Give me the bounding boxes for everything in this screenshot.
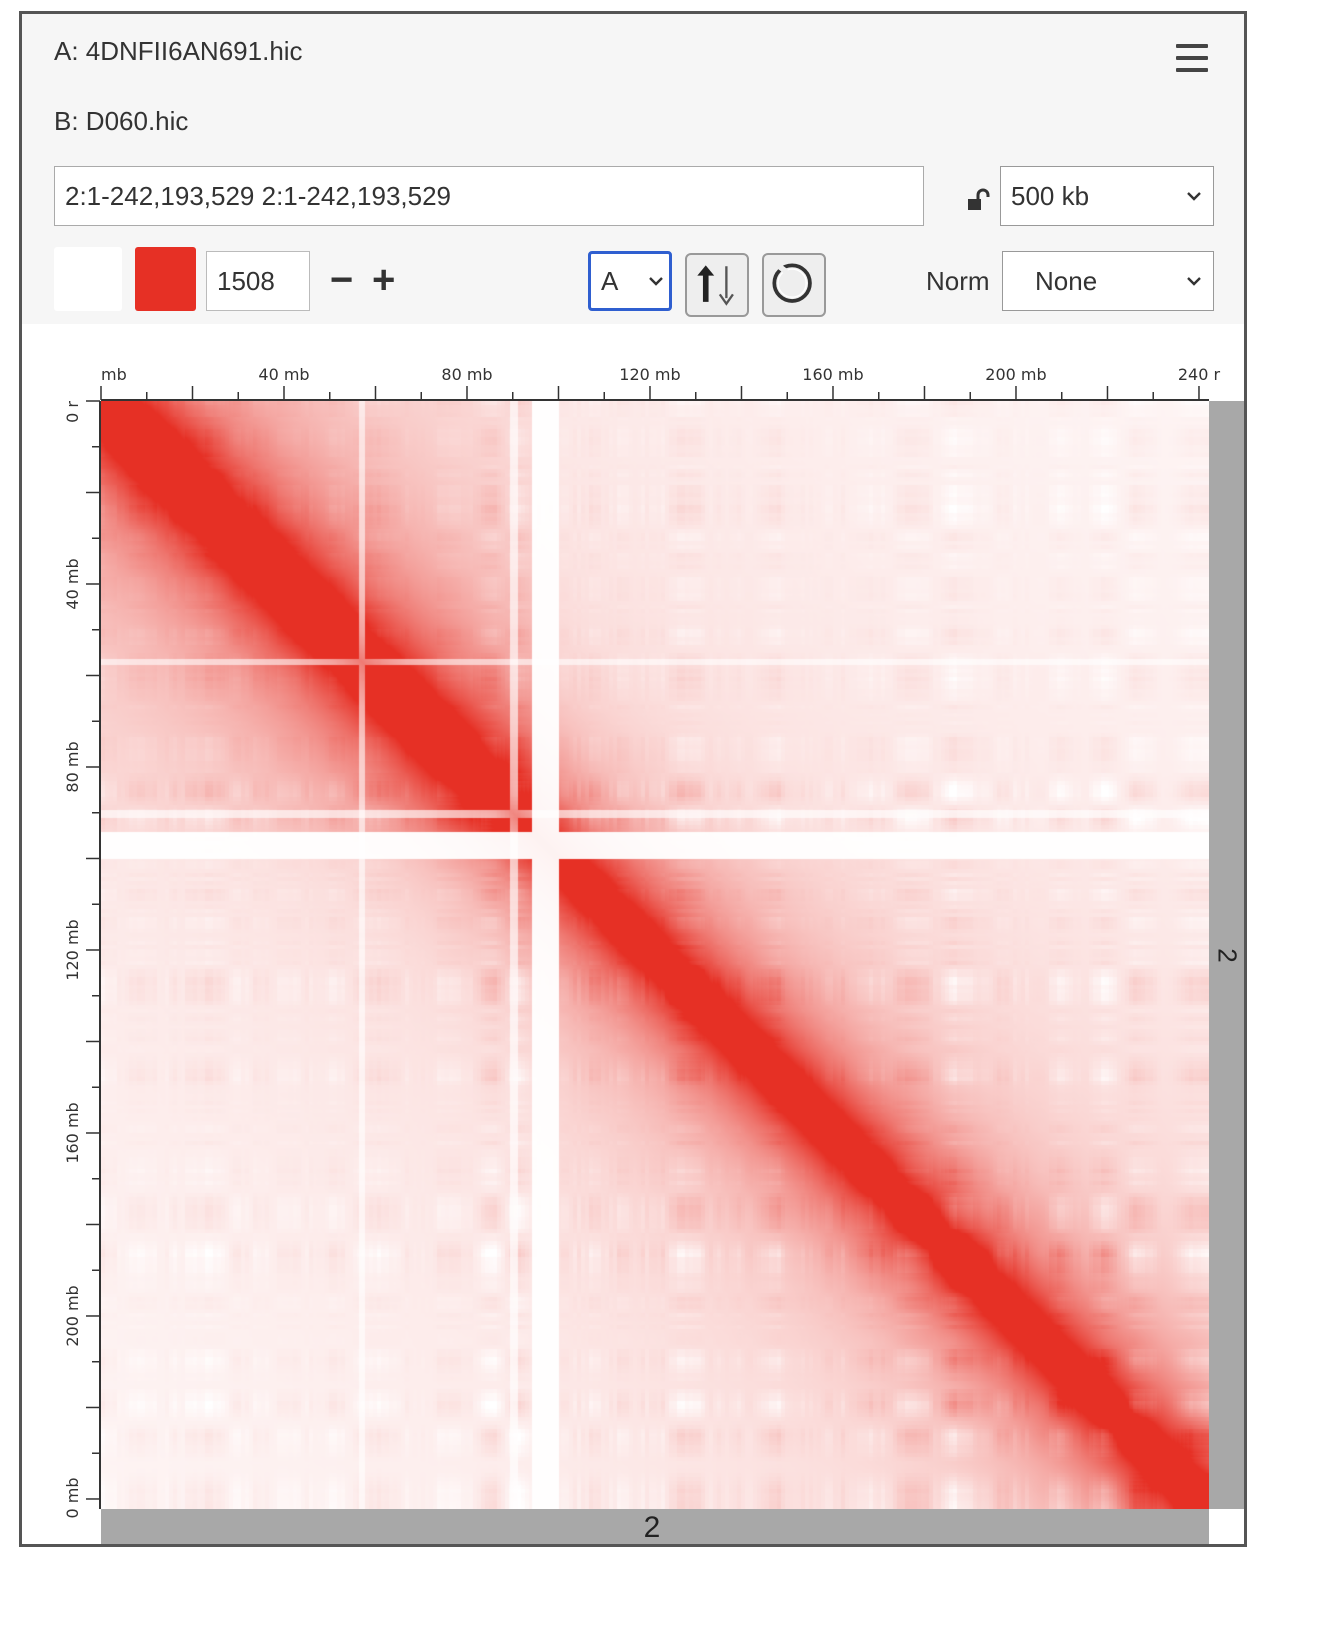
- norm-value: None: [1035, 266, 1098, 296]
- refresh-icon: [772, 263, 812, 303]
- y-tick-label: 0 mb: [63, 1477, 82, 1518]
- increase-button[interactable]: +: [372, 258, 396, 302]
- color-scale-input[interactable]: 1508: [206, 251, 310, 311]
- resolution-value: 500 kb: [1011, 181, 1090, 211]
- y-tick-label: 200 mb: [63, 1285, 82, 1346]
- left-ruler: 0 r 40 mb 80 mb 120 mb 160 mb 200 mb 0 mb: [63, 400, 101, 1519]
- x-tick-label: mb: [101, 365, 127, 384]
- refresh-button[interactable]: [762, 253, 826, 317]
- y-tick-label: 0 r: [63, 401, 82, 423]
- swap-button[interactable]: [685, 253, 749, 317]
- chromosome-label-y: 2: [1212, 948, 1243, 963]
- norm-label: Norm: [926, 266, 990, 296]
- control-panel: A: 4DNFII6AN691.hic B: D060.hic 2:1-242,…: [22, 14, 1244, 324]
- x-tick-label: 120 mb: [619, 365, 680, 384]
- display-mode-select[interactable]: A: [588, 251, 672, 311]
- top-ruler: mb 40 mb 80 mb 120 mb 160 mb 200 mb 240 r: [100, 365, 1221, 401]
- swap-arrows-icon: [697, 265, 734, 306]
- dataset-a-label: A: 4DNFII6AN691.hic: [54, 36, 303, 66]
- display-mode-value: A: [601, 266, 619, 296]
- hic-browser: A: 4DNFII6AN691.hic B: D060.hic 2:1-242,…: [19, 11, 1247, 1547]
- chevron-down-icon: [1187, 192, 1201, 201]
- x-tick-label: 40 mb: [258, 365, 309, 384]
- menu-icon[interactable]: [1176, 44, 1210, 72]
- x-tick-label: 200 mb: [985, 365, 1046, 384]
- norm-select[interactable]: None: [1002, 251, 1214, 311]
- y-tick-label: 160 mb: [63, 1102, 82, 1163]
- chromosome-label-x: 2: [643, 1511, 661, 1544]
- color-max-swatch[interactable]: [135, 247, 196, 311]
- dataset-b-label: B: D060.hic: [54, 106, 189, 136]
- x-tick-label: 240 r: [1178, 365, 1221, 384]
- resolution-select[interactable]: 500 kb: [1000, 166, 1214, 226]
- color-min-swatch[interactable]: [54, 247, 122, 311]
- y-tick-label: 40 mb: [63, 558, 82, 609]
- decrease-button[interactable]: −: [330, 258, 354, 302]
- x-tick-label: 160 mb: [802, 365, 863, 384]
- locus-input[interactable]: 2:1-242,193,529 2:1-242,193,529: [54, 166, 924, 226]
- chevron-down-icon: [649, 277, 663, 286]
- lock-open-icon[interactable]: [966, 188, 990, 212]
- chevron-down-icon: [1187, 277, 1201, 286]
- y-tick-label: 80 mb: [63, 741, 82, 792]
- y-tick-label: 120 mb: [63, 919, 82, 980]
- x-tick-label: 80 mb: [441, 365, 492, 384]
- chromosome-track-bottom: [101, 1509, 1209, 1544]
- chromosome-track-right: [1209, 401, 1244, 1509]
- contact-map[interactable]: [101, 401, 1209, 1509]
